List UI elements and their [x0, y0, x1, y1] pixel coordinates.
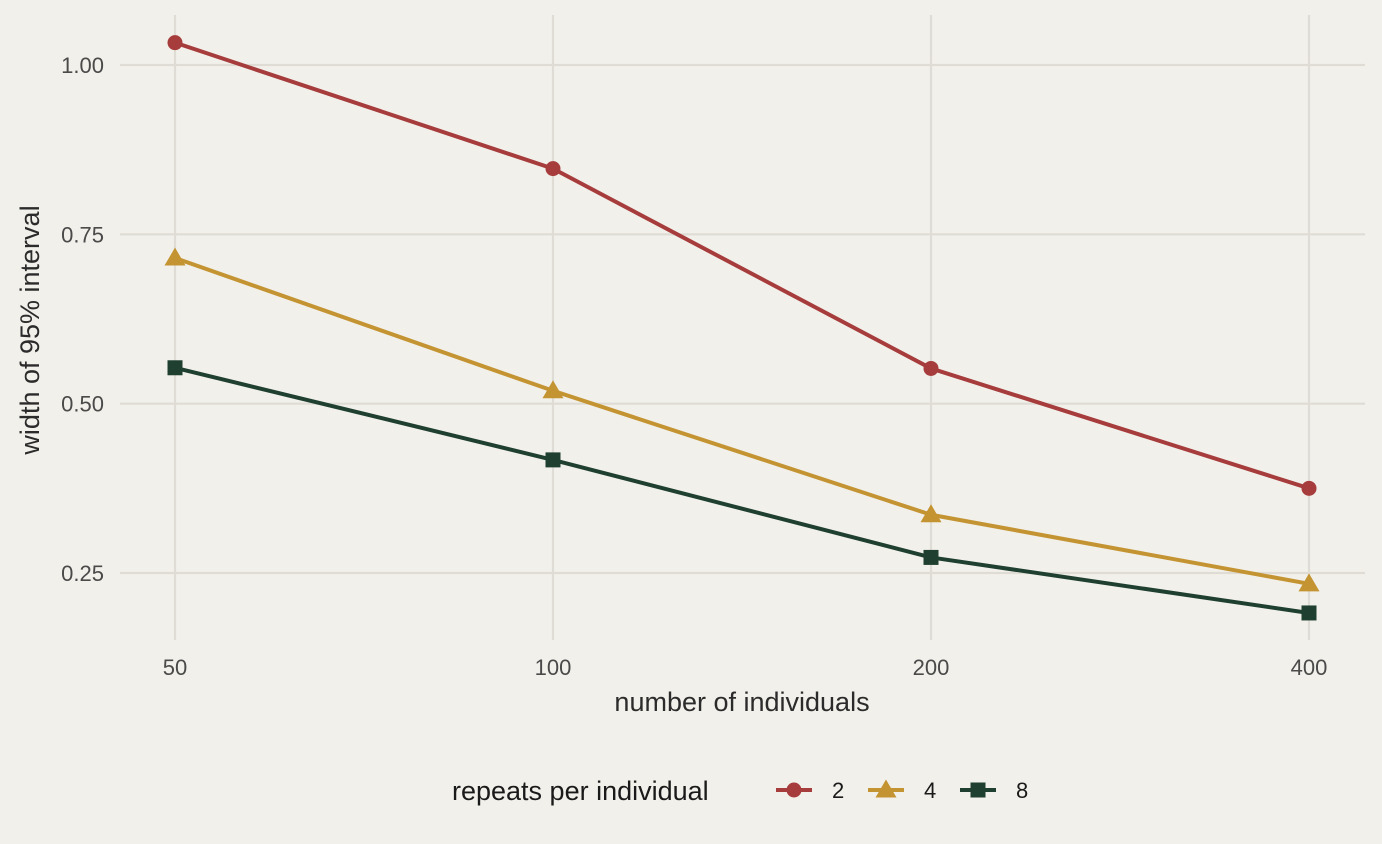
x-tick-label: 400 [1291, 655, 1328, 680]
legend-key-marker [786, 782, 802, 798]
series-line [174, 40, 1310, 491]
data-point [1298, 573, 1320, 592]
legend: repeats per individual 2 4 8 [452, 776, 1028, 806]
x-axis-title: number of individuals [614, 687, 869, 717]
series-4 [164, 247, 1320, 592]
y-tick-label: 0.75 [61, 222, 104, 247]
data-point [542, 380, 564, 399]
data-point [545, 452, 561, 468]
y-axis: 0.25 0.50 0.75 1.00 [61, 53, 104, 586]
data-point [167, 35, 183, 51]
x-axis: 50 100 200 400 [163, 655, 1328, 680]
y-axis-title: width of 95% interval [15, 205, 45, 455]
data-point [164, 247, 186, 266]
data-point [923, 360, 939, 376]
series-8 [167, 360, 1317, 621]
legend-label: 8 [1016, 778, 1028, 803]
legend-title: repeats per individual [452, 776, 709, 806]
y-tick-label: 1.00 [61, 53, 104, 78]
series-2 [167, 35, 1317, 496]
plot-area [164, 35, 1320, 621]
data-point [920, 504, 942, 523]
legend-key-marker [970, 782, 986, 798]
series-line [174, 365, 1310, 615]
legend-label: 4 [924, 778, 936, 803]
legend-item-2: 2 [776, 778, 844, 803]
y-tick-label: 0.50 [61, 392, 104, 417]
legend-label: 2 [832, 778, 844, 803]
data-point [1301, 605, 1317, 621]
legend-key-marker [875, 779, 897, 798]
data-point [923, 549, 939, 565]
x-tick-label: 50 [163, 655, 187, 680]
series-line [174, 256, 1310, 586]
legend-item-4: 4 [868, 778, 936, 803]
grid [120, 15, 1365, 640]
data-point [167, 360, 183, 376]
x-tick-label: 100 [535, 655, 572, 680]
data-point [545, 161, 561, 177]
x-tick-label: 200 [913, 655, 950, 680]
data-point [1301, 480, 1317, 496]
y-tick-label: 0.25 [61, 561, 104, 586]
legend-item-8: 8 [960, 778, 1028, 803]
